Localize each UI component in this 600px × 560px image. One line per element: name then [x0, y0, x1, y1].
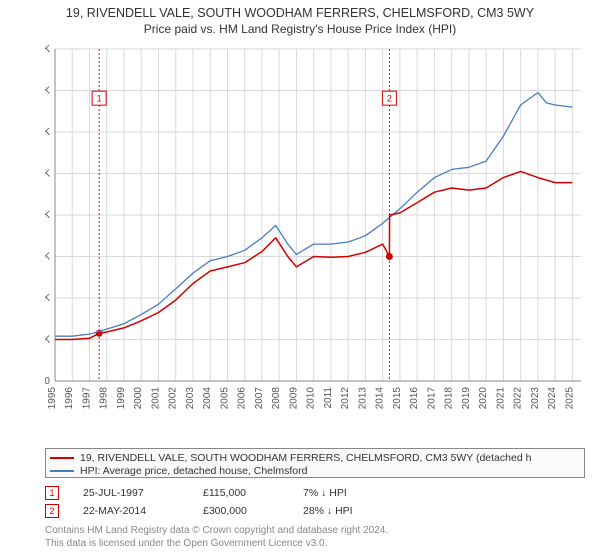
sales-pct: 7% ↓ HPI	[303, 487, 423, 499]
x-axis-label: 2013	[357, 387, 368, 410]
x-axis-label: 1997	[81, 387, 92, 410]
x-axis-label: 2016	[409, 387, 420, 410]
sales-table: 1 25-JUL-1997£115,0007% ↓ HPI 2 22-MAY-2014…	[45, 484, 585, 520]
x-axis-label: 2018	[444, 387, 455, 410]
y-axis-label: £800K	[45, 45, 50, 55]
y-axis-label: £500K	[45, 169, 50, 180]
y-axis-label: £600K	[45, 127, 50, 138]
sales-row: 1 25-JUL-1997£115,0007% ↓ HPI	[45, 484, 585, 502]
y-axis-label: £400K	[45, 210, 50, 221]
sales-date: 25-JUL-1997	[83, 487, 203, 499]
x-axis-label: 2004	[202, 387, 213, 410]
x-axis-label: 2005	[219, 387, 230, 410]
x-axis-label: 2020	[478, 387, 489, 410]
x-axis-label: 2017	[426, 387, 437, 410]
legend-label: 19, RIVENDELL VALE, SOUTH WOODHAM FERRER…	[80, 452, 531, 464]
x-axis-label: 2025	[564, 387, 575, 410]
x-axis-label: 1998	[99, 387, 110, 410]
legend: 19, RIVENDELL VALE, SOUTH WOODHAM FERRER…	[45, 448, 585, 478]
x-axis-label: 2021	[495, 387, 506, 410]
x-axis-label: 2014	[375, 387, 386, 410]
x-axis-label: 2007	[254, 387, 265, 410]
sales-price: £300,000	[203, 505, 303, 517]
attribution-line2: This data is licensed under the Open Gov…	[45, 538, 388, 551]
x-axis-label: 2006	[237, 387, 248, 410]
y-axis-label: £200K	[45, 293, 50, 304]
sale-marker-number: 1	[97, 94, 102, 104]
sales-marker-badge: 2	[45, 504, 59, 518]
x-axis-label: 2008	[271, 387, 282, 410]
x-axis-label: 2019	[461, 387, 472, 410]
legend-label: HPI: Average price, detached house, Chel…	[80, 465, 307, 477]
sales-date: 22-MAY-2014	[83, 505, 203, 517]
sales-pct: 28% ↓ HPI	[303, 505, 423, 517]
chart-subtitle: Price paid vs. HM Land Registry's House …	[0, 22, 600, 36]
y-axis-label: £0	[45, 376, 50, 387]
chart-plot: £0 £100K £200K £300K £400K £500K £600K £700K £80…	[45, 45, 585, 415]
x-axis-label: 2002	[168, 387, 179, 410]
sale-marker-number: 2	[387, 94, 392, 104]
chart-container: 19, RIVENDELL VALE, SOUTH WOODHAM FERRER…	[0, 0, 600, 560]
x-axis-label: 2011	[323, 387, 334, 409]
x-axis-label: 2003	[185, 387, 196, 410]
x-axis-label: 2010	[306, 387, 317, 410]
x-axis-label: 1996	[64, 387, 75, 410]
x-axis-label: 2015	[392, 387, 403, 410]
legend-item: 19, RIVENDELL VALE, SOUTH WOODHAM FERRER…	[50, 451, 580, 464]
x-axis-label: 2000	[133, 387, 144, 410]
legend-swatch	[50, 457, 74, 459]
x-axis-label: 2024	[547, 387, 558, 410]
x-axis-label: 2009	[288, 387, 299, 410]
x-axis-label: 2001	[150, 387, 161, 410]
y-axis-label: £700K	[45, 86, 50, 97]
y-axis-label: £300K	[45, 252, 50, 263]
legend-item: HPI: Average price, detached house, Chel…	[50, 464, 580, 477]
attribution-line1: Contains HM Land Registry data © Crown c…	[45, 525, 388, 538]
legend-swatch	[50, 470, 74, 472]
chart-title: 19, RIVENDELL VALE, SOUTH WOODHAM FERRER…	[0, 0, 600, 21]
x-axis-label: 1999	[116, 387, 127, 410]
x-axis-label: 2022	[513, 387, 524, 410]
x-axis-label: 2012	[340, 387, 351, 410]
sales-price: £115,000	[203, 487, 303, 499]
x-axis-label: 2023	[530, 387, 541, 410]
sales-marker-badge: 1	[45, 486, 59, 500]
sales-row: 2 22-MAY-2014£300,00028% ↓ HPI	[45, 502, 585, 520]
x-axis-label: 1995	[47, 387, 58, 410]
attribution-text: Contains HM Land Registry data © Crown c…	[45, 525, 388, 550]
y-axis-label: £100K	[45, 335, 50, 346]
